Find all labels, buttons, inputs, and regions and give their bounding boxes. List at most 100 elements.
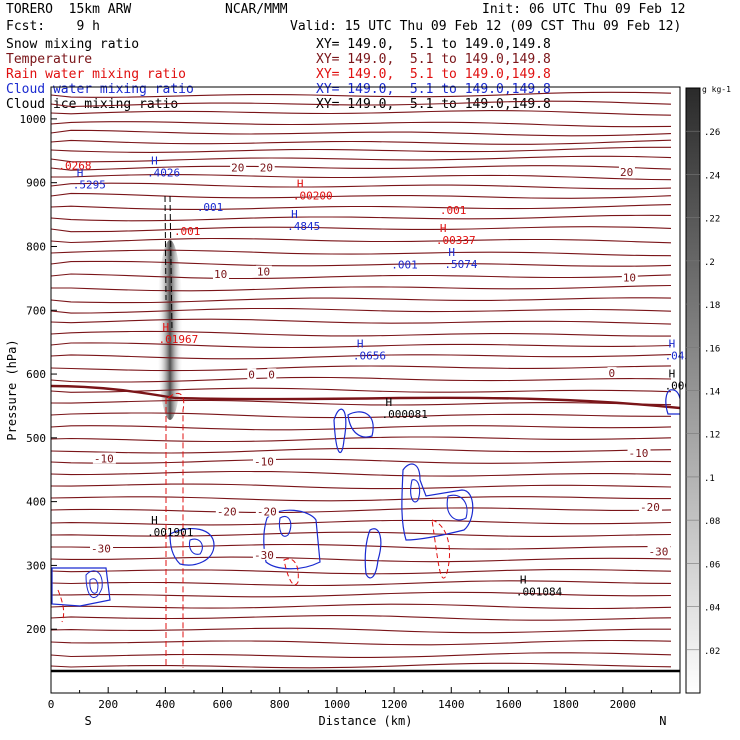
isotherm-line [51, 399, 672, 406]
extremum-marker: H [297, 177, 304, 190]
extremum-marker: H [163, 321, 170, 334]
cloudwater-contour [333, 408, 374, 454]
isotherm-line [51, 603, 672, 610]
isotherm-line [51, 110, 672, 116]
isotherm-line [51, 615, 672, 621]
field-name-cloudwater: Cloud water mixing ratio [6, 82, 194, 97]
isotherm-line [51, 174, 672, 181]
temperature-label-bg [90, 542, 114, 554]
temperature-label-bg [255, 505, 279, 517]
isotherm-line [51, 639, 672, 646]
isotherm-line [51, 365, 672, 372]
colorbar-label: .06 [704, 560, 720, 570]
cloudwater-inner-contour [85, 570, 103, 599]
temperature-label-bg [212, 268, 229, 280]
colorbar-label: .22 [704, 215, 720, 225]
rain-contour [57, 589, 65, 623]
field-xy-rain: XY= 149.0, 5.1 to 149.0,149.8 [316, 67, 551, 82]
colorbar-label: .1 [704, 474, 715, 484]
temperature-label-bg [638, 501, 662, 513]
y-tick-label: 400 [26, 496, 46, 509]
isotherm-line [51, 192, 672, 199]
field-name-rain: Rain water mixing ratio [6, 67, 187, 82]
isotherm-line [51, 387, 672, 393]
extremum-marker: H [440, 222, 447, 235]
cloudwater-contour [263, 509, 321, 570]
isotherm-line [51, 531, 672, 537]
colorbar-label: .08 [704, 517, 720, 527]
temperature-label-bg [647, 545, 671, 557]
init-time: Init: 06 UTC Thu 09 Feb 12 [482, 2, 686, 17]
temperature-label: -30 [254, 549, 274, 562]
x-tick-label: 200 [98, 698, 118, 711]
isotherm-line [51, 318, 672, 325]
field-name-snow: Snow mixing ratio [6, 37, 140, 52]
extremum-value: .045 [665, 349, 692, 362]
extremum-value: .4845 [287, 220, 320, 233]
valid-time: Valid: 15 UTC Thu 09 Feb 12 (09 CST Thu … [290, 19, 682, 34]
extremum-value: .000081 [382, 408, 428, 421]
field-xy-temperature: XY= 149.0, 5.1 to 149.0,149.8 [316, 52, 551, 67]
isotherm-line [51, 580, 672, 587]
temperature-label-bg [92, 452, 116, 464]
field-xy-cloudwater: XY= 149.0, 5.1 to 149.0,149.8 [316, 82, 551, 97]
y-tick-label: 900 [26, 177, 46, 190]
temperature-label: -20 [640, 501, 660, 514]
y-tick-label: 1000 [20, 113, 47, 126]
isotherm-line [51, 354, 672, 360]
temperature-label: 20 [231, 162, 244, 175]
colorbar-label: .04 [704, 604, 720, 614]
isotherm-line [51, 425, 672, 431]
extremum-marker: H [669, 367, 676, 380]
organization: NCAR/MMM [225, 2, 288, 17]
isotherm-line [51, 204, 672, 210]
field-name-temperature: Temperature [6, 52, 93, 67]
temperature-label: 10 [257, 266, 270, 279]
isotherm-line [51, 297, 672, 304]
isotherm-line [51, 342, 672, 349]
extremum-value: .5074 [444, 258, 477, 271]
x-tick-label: 1000 [324, 698, 351, 711]
y-axis-label: Pressure (hPa) [5, 339, 19, 440]
contour-label: .001 [197, 201, 224, 214]
isotherm-line [51, 284, 672, 292]
x-tick-label: 0 [48, 698, 55, 711]
isotherm-line [51, 412, 671, 419]
isotherm-line [51, 146, 671, 153]
y-tick-label: 600 [26, 368, 46, 381]
extremum-value: .01967 [159, 333, 199, 346]
field-xy-snow: XY= 149.0, 5.1 to 149.0,149.8 [316, 37, 551, 52]
extremum-value: .00337 [436, 234, 476, 247]
temperature-label-bg [247, 368, 257, 380]
isotherm-line [51, 591, 672, 598]
temperature-label-bg [230, 161, 247, 173]
contour-label: .001 [391, 259, 418, 272]
isotherm-line [51, 652, 672, 658]
temperature-label: 0 [609, 367, 616, 380]
isotherm-zero-line [51, 384, 680, 410]
cloudwater-inner-contour [410, 479, 468, 521]
x-tick-label: 800 [270, 698, 290, 711]
temperature-label-bg [607, 367, 617, 379]
temperature-label-bg [255, 265, 272, 277]
isotherm-line [51, 662, 672, 669]
south-label: S [85, 714, 92, 728]
isotherm-line [51, 458, 672, 464]
isotherm-line [51, 307, 672, 314]
isotherm-line [51, 470, 672, 477]
isotherm-line [51, 165, 672, 171]
temperature-label: -10 [254, 456, 274, 469]
temperature-label-bg [258, 161, 275, 173]
extremum-marker: H [291, 208, 298, 221]
y-tick-label: 200 [26, 623, 46, 636]
colorbar-label: .12 [704, 431, 720, 441]
extremum-marker: H [520, 573, 527, 586]
isotherm-line [51, 376, 672, 383]
extremum-marker: H [448, 246, 455, 259]
snow-shading [157, 240, 183, 420]
cloudwater-contour [665, 389, 680, 415]
isotherm-line [51, 330, 671, 337]
cloudwater-inner-contour [188, 538, 203, 555]
x-tick-label: 1800 [552, 698, 579, 711]
